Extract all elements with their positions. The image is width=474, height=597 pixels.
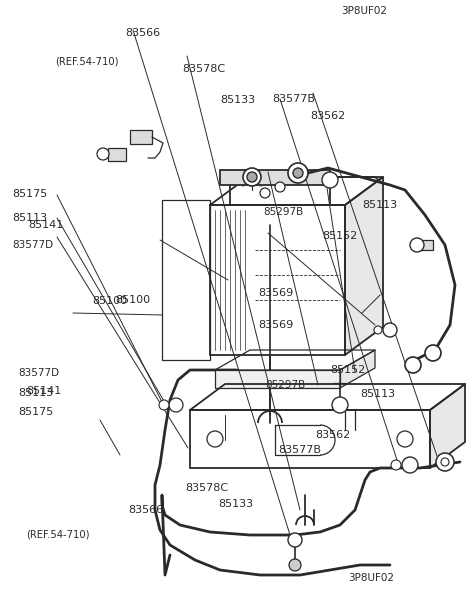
- Bar: [162, 200, 210, 360]
- Text: 83578C: 83578C: [182, 64, 226, 73]
- Circle shape: [397, 431, 413, 447]
- Circle shape: [436, 453, 454, 471]
- Text: 85113: 85113: [360, 389, 395, 399]
- Bar: [210, 205, 345, 355]
- Text: 85113: 85113: [18, 388, 53, 398]
- Text: 3P8UF02: 3P8UF02: [341, 6, 387, 16]
- Text: 85152: 85152: [330, 365, 365, 375]
- Text: 85141: 85141: [26, 386, 61, 396]
- Text: 85297B: 85297B: [265, 380, 305, 390]
- Text: 85100: 85100: [115, 295, 150, 305]
- Circle shape: [405, 357, 421, 373]
- Text: 83577B: 83577B: [278, 445, 321, 455]
- Text: 85141: 85141: [28, 220, 63, 230]
- Text: 85297B: 85297B: [263, 207, 303, 217]
- Circle shape: [159, 400, 169, 410]
- Circle shape: [207, 431, 223, 447]
- Polygon shape: [430, 384, 465, 468]
- Bar: [220, 170, 330, 185]
- Circle shape: [402, 457, 418, 473]
- Circle shape: [441, 458, 449, 466]
- Text: 85133: 85133: [220, 95, 255, 105]
- Text: 3P8UF02: 3P8UF02: [348, 573, 394, 583]
- Bar: [215, 370, 340, 388]
- Circle shape: [288, 533, 302, 547]
- Circle shape: [247, 172, 257, 182]
- Text: 83569: 83569: [258, 320, 293, 330]
- Text: 83577D: 83577D: [18, 368, 59, 378]
- Text: (REF.54-710): (REF.54-710): [55, 57, 118, 67]
- Polygon shape: [340, 350, 375, 388]
- Circle shape: [410, 238, 424, 252]
- Circle shape: [289, 559, 301, 571]
- Text: 85113: 85113: [362, 200, 397, 210]
- Bar: [130, 130, 152, 144]
- Circle shape: [425, 345, 441, 361]
- Text: 83562: 83562: [315, 430, 350, 440]
- Bar: [108, 148, 126, 161]
- Text: 83577B: 83577B: [273, 94, 316, 103]
- Circle shape: [391, 460, 401, 470]
- Text: 83577D: 83577D: [12, 240, 53, 250]
- Text: 85175: 85175: [18, 407, 53, 417]
- Text: 85175: 85175: [12, 189, 47, 199]
- Text: 83562: 83562: [310, 112, 346, 121]
- Bar: [418, 240, 433, 250]
- Polygon shape: [345, 177, 383, 355]
- Circle shape: [383, 323, 397, 337]
- Circle shape: [260, 188, 270, 198]
- Text: 83566: 83566: [126, 28, 161, 38]
- Circle shape: [169, 398, 183, 412]
- Text: 85133: 85133: [218, 500, 253, 509]
- Text: 83566: 83566: [128, 505, 163, 515]
- Circle shape: [332, 397, 348, 413]
- Circle shape: [293, 168, 303, 178]
- Circle shape: [275, 182, 285, 192]
- Text: 85113: 85113: [12, 213, 47, 223]
- Circle shape: [374, 326, 382, 334]
- Circle shape: [288, 163, 308, 183]
- Text: 83578C: 83578C: [185, 483, 228, 493]
- Circle shape: [322, 172, 338, 188]
- Circle shape: [97, 148, 109, 160]
- Text: 85152: 85152: [322, 231, 357, 241]
- Bar: [190, 410, 430, 468]
- Circle shape: [243, 168, 261, 186]
- Text: 83569: 83569: [258, 288, 293, 297]
- Text: (REF.54-710): (REF.54-710): [26, 530, 90, 539]
- Text: 85100: 85100: [92, 297, 128, 306]
